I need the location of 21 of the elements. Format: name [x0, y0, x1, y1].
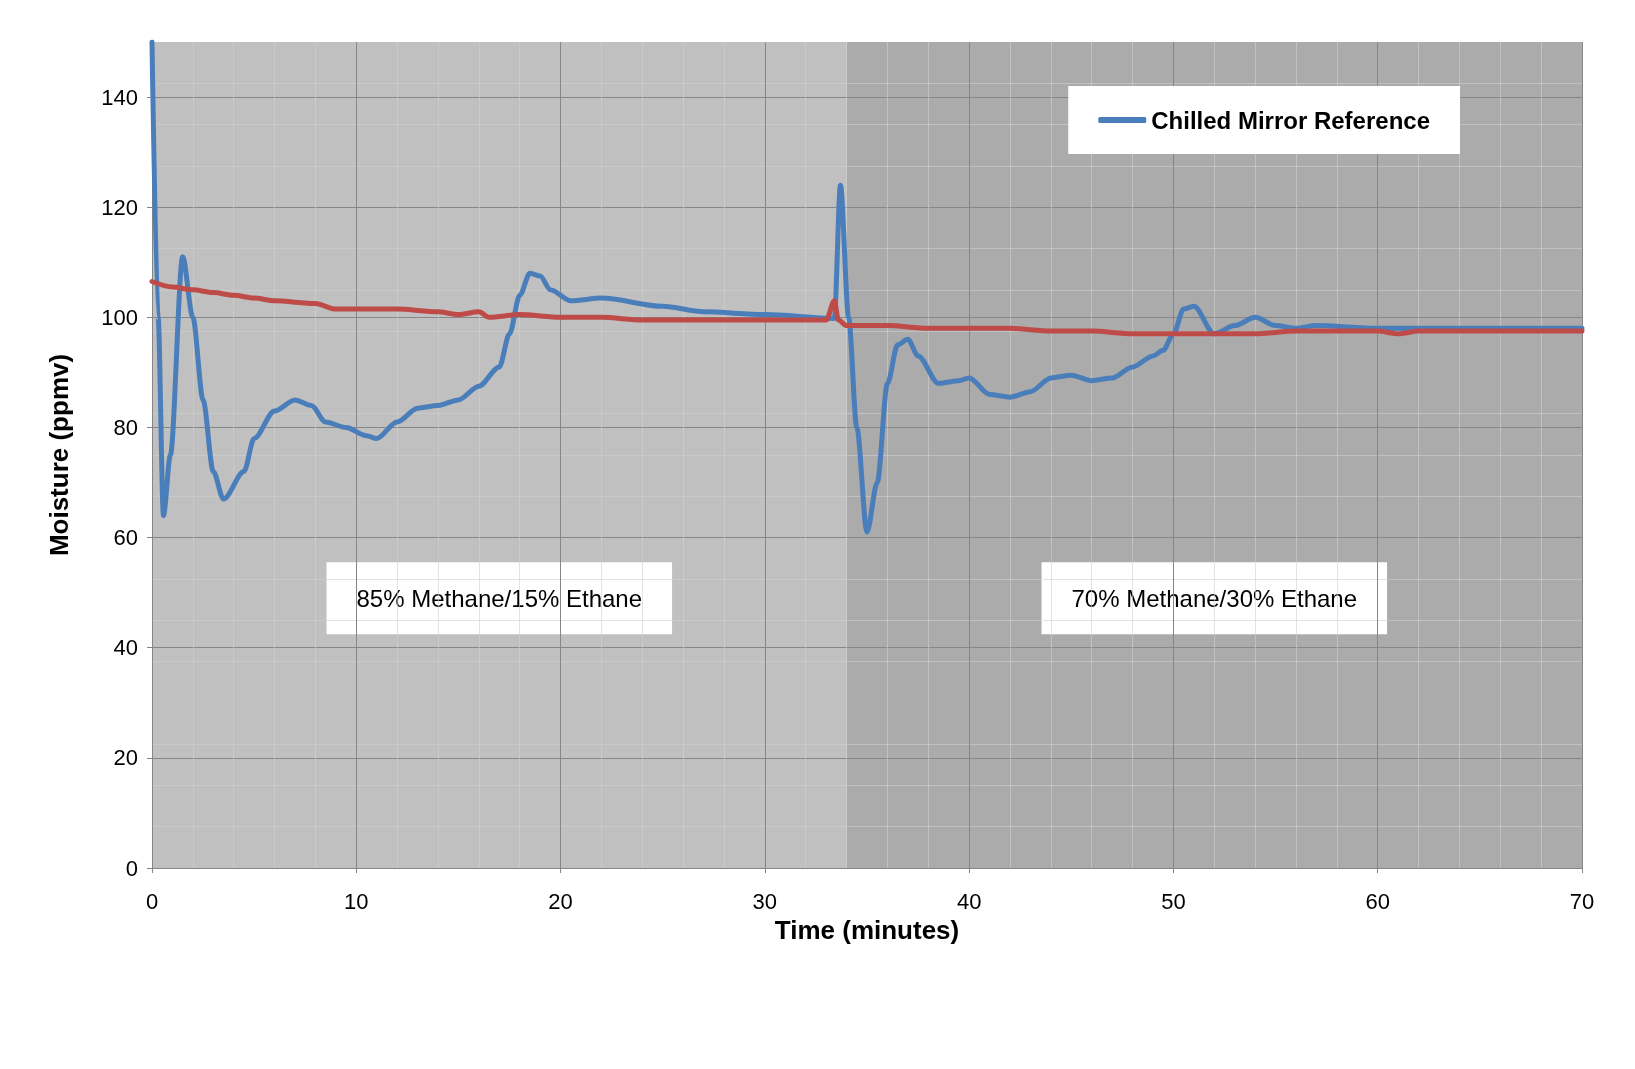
x-tick-label: 70	[1569, 888, 1595, 914]
x-tick-label: 40	[956, 888, 982, 914]
x-tick-label: 10	[344, 888, 369, 914]
x-axis-title: Time (minutes)	[774, 914, 960, 945]
y-tick-label: 20	[113, 745, 138, 771]
y-axis-title: Moisture (ppmv)	[44, 353, 74, 557]
x-tick-label: 0	[145, 888, 159, 914]
x-tick-label: 30	[752, 888, 778, 914]
y-tick-label: 120	[101, 194, 138, 220]
y-tick-label: 140	[101, 84, 138, 110]
y-tick-label: 60	[113, 525, 138, 551]
band-label: 85% Methane/15% Ethane	[356, 584, 643, 612]
y-tick-label: 80	[113, 414, 138, 440]
legend-label: Chilled Mirror Reference	[1151, 106, 1431, 134]
x-tick-label: 20	[548, 888, 573, 914]
y-tick-label: 100	[101, 304, 138, 330]
y-tick-label: 0	[125, 855, 138, 881]
band-label: 70% Methane/30% Ethane	[1071, 584, 1358, 612]
y-tick-label: 40	[113, 635, 138, 661]
x-tick-label: 50	[1161, 888, 1186, 914]
x-tick-label: 60	[1365, 888, 1390, 914]
